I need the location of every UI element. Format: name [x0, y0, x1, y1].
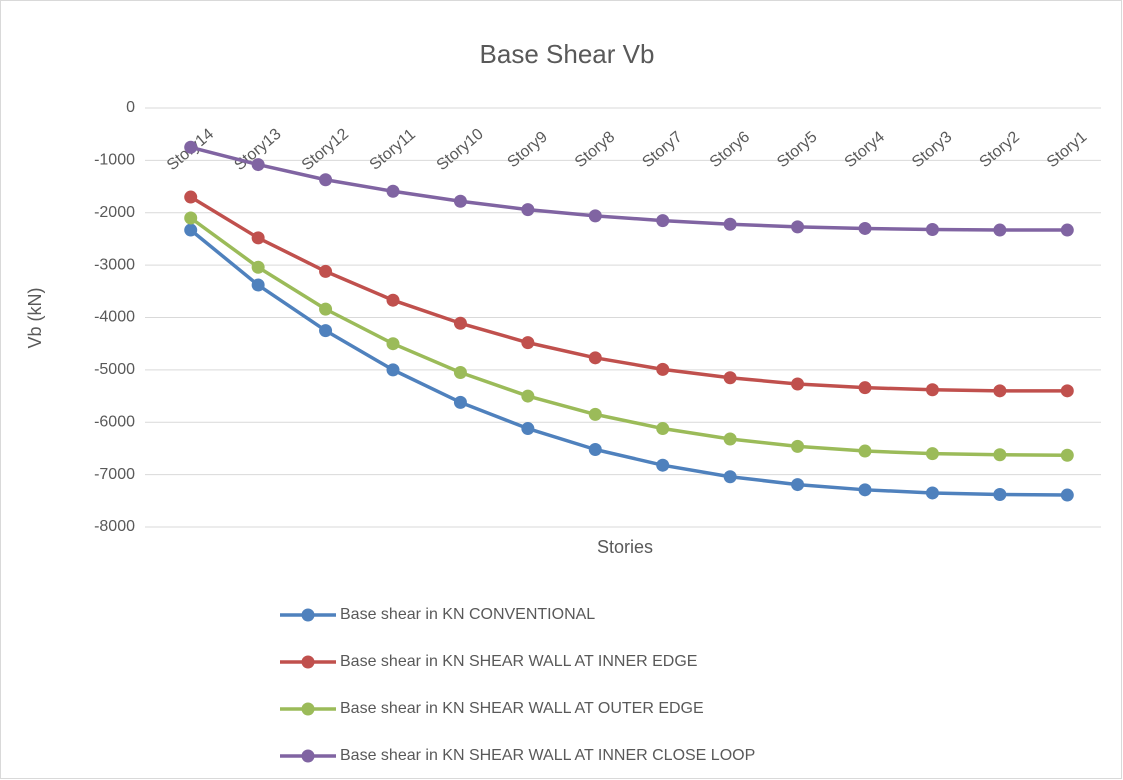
legend-marker [301, 749, 315, 763]
data-point [521, 389, 535, 403]
x-axis-label: Stories [597, 537, 653, 557]
data-point [184, 140, 198, 154]
legend-marker [301, 702, 315, 716]
y-tick-label: -4000 [94, 309, 135, 326]
data-point [925, 447, 939, 461]
legend-marker [301, 608, 315, 622]
y-axis-label: Vb (kN) [25, 287, 45, 348]
data-point [656, 458, 670, 472]
data-point [588, 351, 602, 365]
data-point [723, 470, 737, 484]
data-point [1060, 488, 1074, 502]
data-point [858, 381, 872, 395]
legend-label: Base shear in KN CONVENTIONAL [340, 606, 595, 623]
data-point [319, 302, 333, 316]
data-point [521, 203, 535, 217]
data-point [184, 211, 198, 225]
data-point [1060, 223, 1074, 237]
data-point [723, 217, 737, 231]
data-point [184, 223, 198, 237]
data-point [791, 439, 805, 453]
data-point [386, 337, 400, 351]
data-point [993, 488, 1007, 502]
data-point [1060, 448, 1074, 462]
data-point [925, 486, 939, 500]
data-point [521, 422, 535, 436]
y-tick-label: -2000 [94, 204, 135, 221]
legend-label: Base shear in KN SHEAR WALL AT INNER EDG… [340, 653, 697, 670]
y-tick-label: -6000 [94, 413, 135, 430]
data-point [1060, 384, 1074, 398]
data-point [858, 483, 872, 497]
data-point [656, 422, 670, 436]
data-point [993, 384, 1007, 398]
data-point [791, 478, 805, 492]
data-point [386, 184, 400, 198]
data-point [656, 214, 670, 228]
data-point [453, 316, 467, 330]
data-point [453, 395, 467, 409]
data-point [453, 365, 467, 379]
y-tick-label: -3000 [94, 256, 135, 273]
series-line [189, 195, 1068, 393]
data-point [588, 407, 602, 421]
series-line [189, 216, 1068, 457]
legend-marker [301, 655, 315, 669]
y-tick-label: -8000 [94, 518, 135, 535]
data-point [386, 363, 400, 377]
data-point [723, 371, 737, 385]
y-tick-label: 0 [126, 99, 135, 116]
data-point [251, 231, 265, 245]
data-point [588, 209, 602, 223]
data-point [791, 220, 805, 234]
data-point [925, 223, 939, 237]
data-point [925, 383, 939, 397]
series-line [190, 145, 1068, 232]
data-point [858, 221, 872, 235]
data-point [791, 377, 805, 391]
data-point [453, 194, 467, 208]
data-point [723, 432, 737, 446]
data-point [588, 442, 602, 456]
data-point [386, 293, 400, 307]
y-tick-label: -7000 [94, 466, 135, 483]
y-tick-label: -1000 [94, 152, 135, 169]
data-point [319, 324, 333, 338]
series-line [189, 228, 1068, 497]
chart-title: Base Shear Vb [480, 39, 655, 69]
data-point [993, 223, 1007, 237]
data-point [319, 264, 333, 278]
data-point [251, 278, 265, 292]
data-point [319, 173, 333, 187]
legend-label: Base shear in KN SHEAR WALL AT OUTER EDG… [340, 700, 704, 717]
data-point [184, 190, 198, 204]
data-point [858, 444, 872, 458]
data-point [251, 260, 265, 274]
y-tick-label: -5000 [94, 361, 135, 378]
data-point [993, 448, 1007, 462]
data-point [251, 158, 265, 172]
legend-label: Base shear in KN SHEAR WALL AT INNER CLO… [340, 747, 755, 764]
data-point [521, 336, 535, 350]
data-point [656, 362, 670, 376]
